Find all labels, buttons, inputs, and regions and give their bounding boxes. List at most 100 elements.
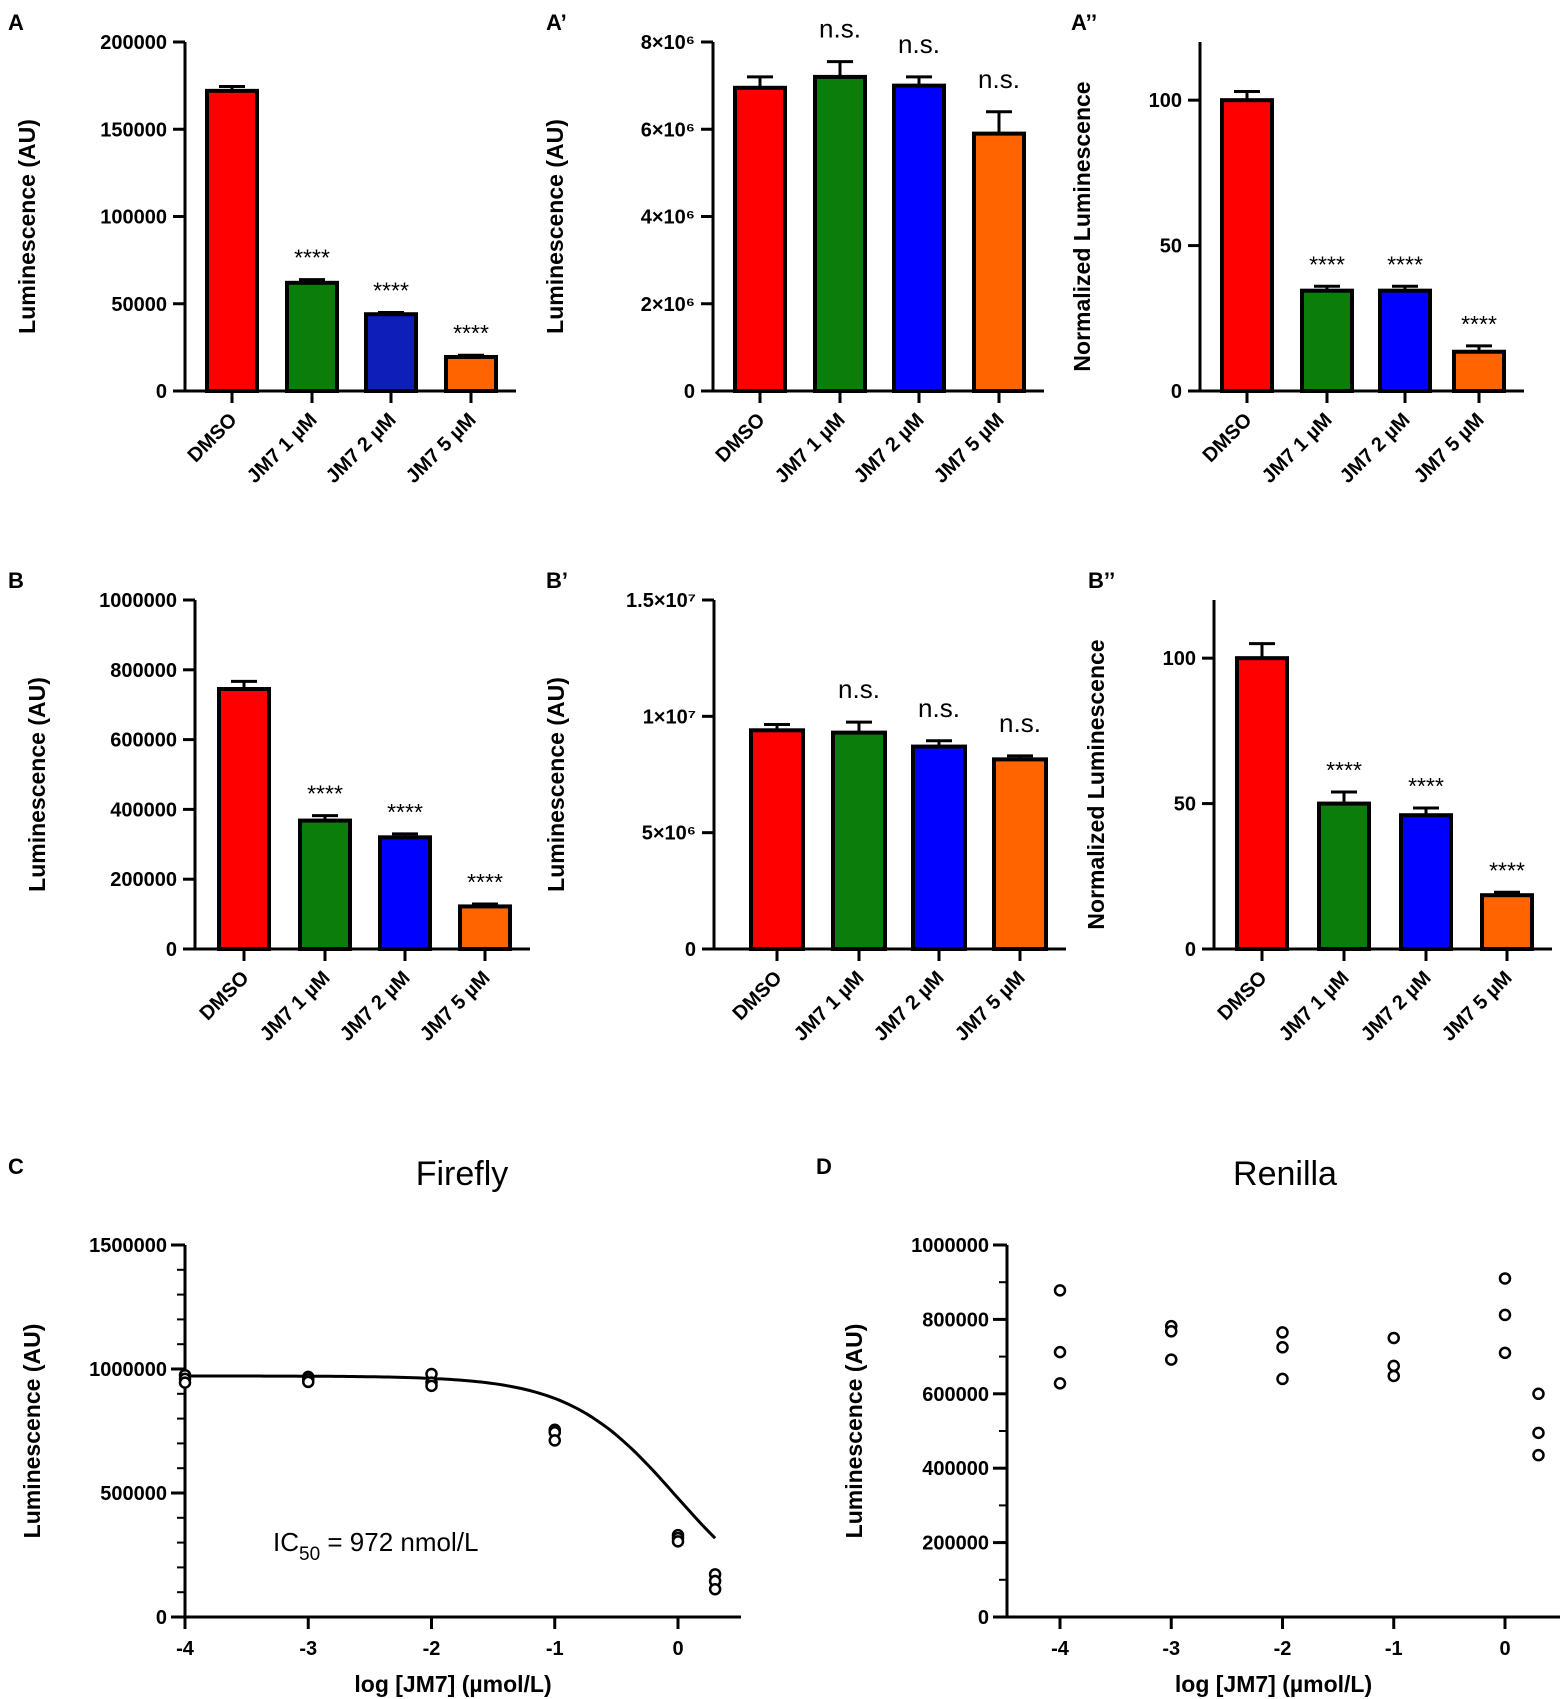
bar	[831, 730, 887, 951]
significance-label: ****	[1309, 251, 1345, 277]
panel-label: A’	[546, 10, 567, 35]
bar	[1378, 288, 1432, 394]
data-point	[671, 1535, 685, 1548]
bar	[1235, 656, 1289, 952]
data-point	[1387, 1369, 1400, 1383]
panel-label: B’	[546, 568, 568, 593]
y-tick-label: 5×10⁶	[642, 823, 696, 845]
x-tick-label: -4	[176, 1638, 195, 1660]
bar	[205, 88, 259, 394]
data-point	[178, 1376, 192, 1389]
x-tick-label: JM7 2 µM	[336, 967, 415, 1046]
panel-label: D	[816, 1154, 832, 1179]
panel-C: C Firefly 0 500000 1000000 1500000 -4 -3 -2 -1 0 lo…	[8, 1154, 741, 1697]
ic50-subscript: 50	[299, 1544, 320, 1565]
bar	[1452, 349, 1506, 393]
y-tick-label: 50000	[111, 294, 167, 316]
y-tick-label: 2×10⁶	[641, 294, 695, 316]
significance-label: n.s.	[838, 674, 880, 704]
data-point	[1053, 1345, 1067, 1359]
data-point	[1387, 1359, 1400, 1373]
x-tick-label: -1	[546, 1638, 564, 1660]
significance-label: ****	[1408, 773, 1444, 799]
ic50-annotation: IC50 = 972 nmol/L	[273, 1527, 478, 1565]
significance-label: n.s.	[978, 64, 1020, 94]
y-axis-title: Normalized Luminescence	[1083, 639, 1109, 929]
y-tick-label: 1000000	[911, 1235, 989, 1257]
y-tick-label: 4×10⁶	[641, 207, 695, 229]
bar	[813, 74, 867, 394]
data-point	[1387, 1331, 1400, 1345]
bar	[444, 354, 498, 394]
panel-A: A 0 50000 100000 150000 200000 Luminescence (A…	[8, 10, 516, 488]
bar	[364, 312, 418, 393]
panel-B: B 0 200000 400000 600000 800000 1000000 Lumines…	[8, 568, 530, 1046]
y-axis-title: Luminescence (AU)	[841, 1324, 867, 1539]
data-point	[1165, 1325, 1178, 1338]
y-tick-label: 100000	[100, 207, 167, 229]
x-tick-label: DMSO	[184, 409, 242, 467]
panel-D: D Renilla 0 200000 400000 600000 800000 1000000…	[816, 1154, 1560, 1697]
x-tick-label: DMSO	[1199, 409, 1257, 467]
x-tick-label: DMSO	[196, 967, 254, 1025]
y-tick-label: 200000	[110, 869, 177, 891]
x-tick-label: JM7 1 µM	[1258, 409, 1337, 488]
significance-label: ****	[1387, 251, 1423, 277]
significance-label: n.s.	[898, 29, 940, 59]
x-tick-label: JM7 5 µM	[416, 967, 495, 1046]
significance-label: ****	[1489, 857, 1525, 883]
x-tick-label: 0	[1499, 1638, 1510, 1660]
chart-title: Renilla	[1233, 1155, 1337, 1193]
panel-label: C	[8, 1154, 24, 1179]
data-point	[1532, 1448, 1545, 1462]
bar	[1317, 801, 1371, 951]
x-tick-label: JM7 1 µM	[771, 409, 850, 488]
data-point	[1053, 1284, 1067, 1297]
y-tick-label: 0	[156, 381, 167, 403]
x-tick-label: DMSO	[712, 409, 770, 467]
y-tick-label: 600000	[110, 730, 177, 752]
x-tick-label: DMSO	[1214, 967, 1272, 1025]
significance-label: ****	[1326, 757, 1362, 783]
x-tick-label: JM7 5 µM	[1410, 409, 1489, 488]
y-tick-label: 0	[978, 1607, 989, 1629]
y-tick-label: 800000	[922, 1309, 989, 1331]
significance-label: ****	[453, 320, 489, 346]
bar	[1300, 288, 1354, 394]
y-tick-label: 100	[1149, 90, 1182, 112]
panel-B2: B’ 0 5×10⁶ 1×10⁷ 1.5×10⁷ Luminescence (AU) DMS…	[543, 568, 1066, 1046]
y-tick-label: 0	[685, 939, 696, 961]
x-tick-label: 0	[672, 1638, 683, 1660]
y-tick-label: 800000	[110, 660, 177, 682]
bar	[285, 280, 339, 393]
x-tick-label: JM7 1 µM	[790, 967, 869, 1046]
significance-label: ****	[387, 799, 423, 825]
y-tick-label: 1.5×10⁷	[626, 590, 696, 612]
x-tick-label: -4	[1051, 1638, 1070, 1660]
bar	[749, 728, 805, 951]
significance-label: n.s.	[918, 693, 960, 723]
panel-label: B’’	[1088, 568, 1115, 593]
y-tick-label: 600000	[922, 1384, 989, 1406]
significance-label: ****	[294, 245, 330, 271]
y-tick-label: 0	[1171, 381, 1182, 403]
y-tick-label: 0	[156, 1607, 167, 1629]
y-tick-label: 200000	[100, 32, 167, 54]
y-tick-label: 1500000	[89, 1235, 167, 1257]
x-axis-title: log [JM7] (µmol/L)	[1175, 1671, 1372, 1697]
panel-A2: A’ 0 2×10⁶ 4×10⁶ 6×10⁶ 8×10⁶ Luminescence (AU)…	[542, 10, 1044, 488]
y-tick-label: 400000	[922, 1458, 989, 1480]
y-tick-label: 6×10⁶	[641, 119, 695, 141]
y-tick-label: 0	[684, 381, 695, 403]
x-tick-label: JM7 2 µM	[850, 409, 929, 488]
y-tick-label: 1000000	[89, 1359, 167, 1381]
y-tick-label: 50	[1160, 236, 1182, 258]
panel-label: B	[8, 568, 24, 593]
ic50-prefix: IC	[273, 1527, 299, 1557]
significance-label: ****	[1461, 311, 1497, 337]
bar	[1399, 813, 1453, 952]
y-tick-label: 0	[1185, 939, 1196, 961]
